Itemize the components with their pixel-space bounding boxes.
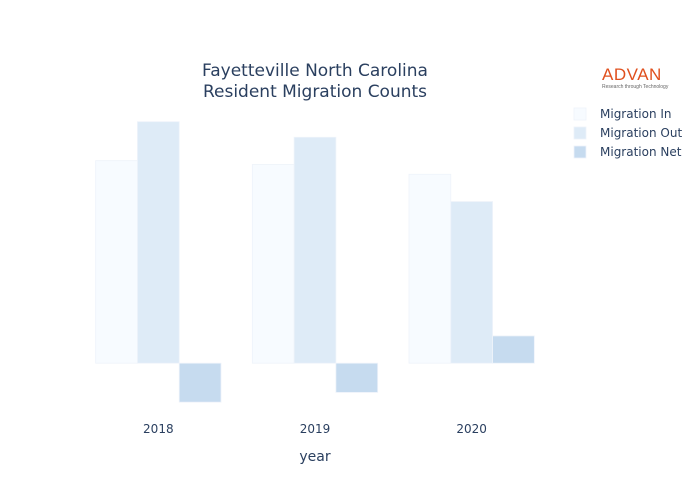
x-tick-labels: 2018 2019 2020: [143, 422, 487, 436]
x-tick-2020: 2020: [456, 422, 487, 436]
bars-group: [95, 121, 535, 403]
legend: Migration In Migration Out Migration Net: [573, 107, 682, 159]
title-line-1: Fayetteville North Carolina: [202, 61, 428, 81]
chart-title: Fayetteville North Carolina Resident Mig…: [202, 61, 428, 102]
legend-label-migration-out[interactable]: Migration Out: [600, 126, 682, 140]
legend-label-migration-in[interactable]: Migration In: [600, 107, 672, 121]
legend-label-migration-net[interactable]: Migration Net: [600, 145, 682, 159]
bar-migration-in-2019: [251, 164, 295, 364]
logo-tagline: Research through Technology: [602, 84, 669, 90]
x-tick-2019: 2019: [300, 422, 331, 436]
legend-swatch-migration-in[interactable]: [573, 107, 587, 121]
advan-logo: ADVAN Research through Technology: [602, 65, 674, 91]
bar-migration-net-2020: [492, 335, 535, 364]
bar-migration-out-2020: [450, 201, 493, 364]
bar-migration-in-2020: [408, 173, 452, 364]
bar-migration-net-2019: [335, 362, 379, 393]
legend-swatch-migration-out[interactable]: [573, 126, 587, 140]
bar-migration-out-2019: [293, 136, 337, 364]
x-axis-title: year: [299, 449, 330, 465]
title-line-2: Resident Migration Counts: [203, 82, 427, 102]
logo-wordmark: ADVAN: [602, 65, 662, 84]
x-tick-2018: 2018: [143, 422, 174, 436]
legend-swatch-migration-net[interactable]: [573, 145, 587, 159]
bar-migration-net-2018: [178, 362, 222, 403]
bar-migration-in-2018: [95, 160, 138, 364]
bar-migration-out-2018: [137, 121, 180, 364]
